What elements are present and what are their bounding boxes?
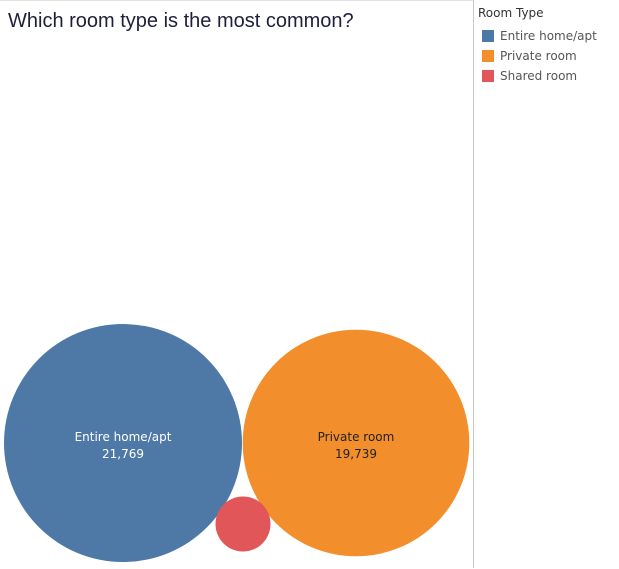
legend-item-private-room[interactable]: Private room [478,46,616,66]
bubble-shared-room[interactable] [215,496,271,552]
bubble-value-private-room: 19,739 [335,447,377,461]
legend: Room Type Entire home/apt Private room S… [478,6,616,86]
legend-label-private-room: Private room [500,49,577,63]
legend-item-shared-room[interactable]: Shared room [478,66,616,86]
legend-item-entire-home[interactable]: Entire home/apt [478,26,616,46]
bubble-chart: Entire home/apt 21,769 Private room 19,739 [4,324,470,562]
legend-label-entire-home: Entire home/apt [500,29,597,43]
chart-title: Which room type is the most common? [8,10,354,32]
bubble-label-entire-home: Entire home/apt [75,430,172,444]
chart-panel: Which room type is the most common? Enti… [0,0,474,568]
legend-swatch-shared-room [482,70,494,82]
bubble-private-room[interactable] [242,329,470,557]
legend-swatch-private-room [482,50,494,62]
legend-swatch-entire-home [482,30,494,42]
legend-label-shared-room: Shared room [500,69,578,83]
legend-title: Room Type [478,6,544,20]
bubble-value-entire-home: 21,769 [102,447,144,461]
bubble-label-private-room: Private room [318,430,395,444]
bubble-entire-home[interactable] [4,324,242,562]
